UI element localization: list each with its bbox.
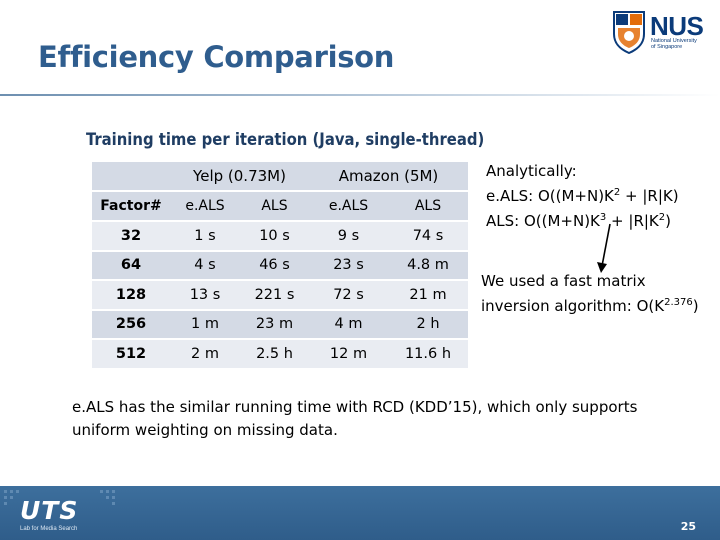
table-row: 128 13 s 221 s 72 s 21 m — [92, 281, 468, 311]
table-row: 256 1 m 23 m 4 m 2 h — [92, 310, 468, 340]
table-caption: Training time per iteration (Java, singl… — [86, 130, 485, 149]
cell-yelp-als: 46 s — [240, 251, 309, 281]
cell-yelp-eals: 13 s — [170, 281, 240, 311]
rcd-comparison-note: e.ALS has the similar running time with … — [72, 398, 638, 439]
cell-amazon-als: 11.6 h — [388, 340, 468, 370]
nus-logo: NUS National University of Singapore — [612, 10, 712, 54]
cell-factor: 512 — [92, 340, 170, 370]
slide-title: Efficiency Comparison — [38, 40, 395, 74]
fast-inversion-note: We used a fast matrix inversion algorith… — [481, 272, 699, 315]
arrow-icon — [597, 223, 611, 273]
sub-header-amazon-als: ALS — [388, 192, 468, 222]
cell-yelp-als: 23 m — [240, 310, 309, 340]
uts-logo: UTS Lab for Media Search — [20, 496, 100, 536]
cell-yelp-als: 2.5 h — [240, 340, 309, 370]
cell-yelp-eals: 1 s — [170, 222, 240, 252]
cell-yelp-eals: 1 m — [170, 310, 240, 340]
table-group-header-row: Yelp (0.73M) Amazon (5M) — [92, 162, 468, 192]
sub-header-amazon-eals: e.ALS — [309, 192, 388, 222]
cell-factor: 256 — [92, 310, 170, 340]
cell-amazon-eals: 72 s — [309, 281, 388, 311]
cell-amazon-als: 4.8 m — [388, 251, 468, 281]
efficiency-table: Yelp (0.73M) Amazon (5M) Factor# e.ALS A… — [92, 162, 468, 370]
cell-amazon-eals: 4 m — [309, 310, 388, 340]
cell-factor: 64 — [92, 251, 170, 281]
title-divider — [0, 94, 720, 96]
sub-header-factor: Factor# — [92, 192, 170, 222]
uts-tagline: Lab for Media Search — [20, 526, 78, 532]
sub-header-yelp-als: ALS — [240, 192, 309, 222]
page-number: 25 — [680, 520, 696, 533]
cell-yelp-als: 10 s — [240, 222, 309, 252]
cell-yelp-eals: 2 m — [170, 340, 240, 370]
nus-crest-icon — [613, 11, 645, 54]
complexity-heading: Analytically: — [486, 162, 577, 180]
nus-wordmark: NUS — [650, 11, 704, 41]
cell-amazon-eals: 23 s — [309, 251, 388, 281]
table-corner-cell — [92, 162, 170, 192]
nus-subtitle: National University of Singapore — [651, 38, 697, 50]
group-header-amazon: Amazon (5M) — [309, 162, 468, 192]
table-row: 32 1 s 10 s 9 s 74 s — [92, 222, 468, 252]
footer-pattern — [4, 490, 115, 505]
table-row: 64 4 s 46 s 23 s 4.8 m — [92, 251, 468, 281]
slide-footer — [0, 486, 720, 540]
cell-amazon-eals: 9 s — [309, 222, 388, 252]
cell-factor: 128 — [92, 281, 170, 311]
cell-amazon-als: 2 h — [388, 310, 468, 340]
table-row: 512 2 m 2.5 h 12 m 11.6 h — [92, 340, 468, 370]
cell-factor: 32 — [92, 222, 170, 252]
table-sub-header-row: Factor# e.ALS ALS e.ALS ALS — [92, 192, 468, 222]
complexity-notes: Analytically: e.ALS: O((M+N)K2 + |R|K) A… — [486, 160, 679, 232]
cell-yelp-eals: 4 s — [170, 251, 240, 281]
cell-amazon-als: 74 s — [388, 222, 468, 252]
cell-amazon-eals: 12 m — [309, 340, 388, 370]
cell-yelp-als: 221 s — [240, 281, 309, 311]
als-complexity: ALS: O((M+N)K3 + |R|K2) — [486, 212, 671, 230]
sub-header-yelp-eals: e.ALS — [170, 192, 240, 222]
group-header-yelp: Yelp (0.73M) — [170, 162, 309, 192]
cell-amazon-als: 21 m — [388, 281, 468, 311]
eals-complexity: e.ALS: O((M+N)K2 + |R|K) — [486, 187, 679, 205]
uts-wordmark: UTS — [20, 496, 79, 525]
